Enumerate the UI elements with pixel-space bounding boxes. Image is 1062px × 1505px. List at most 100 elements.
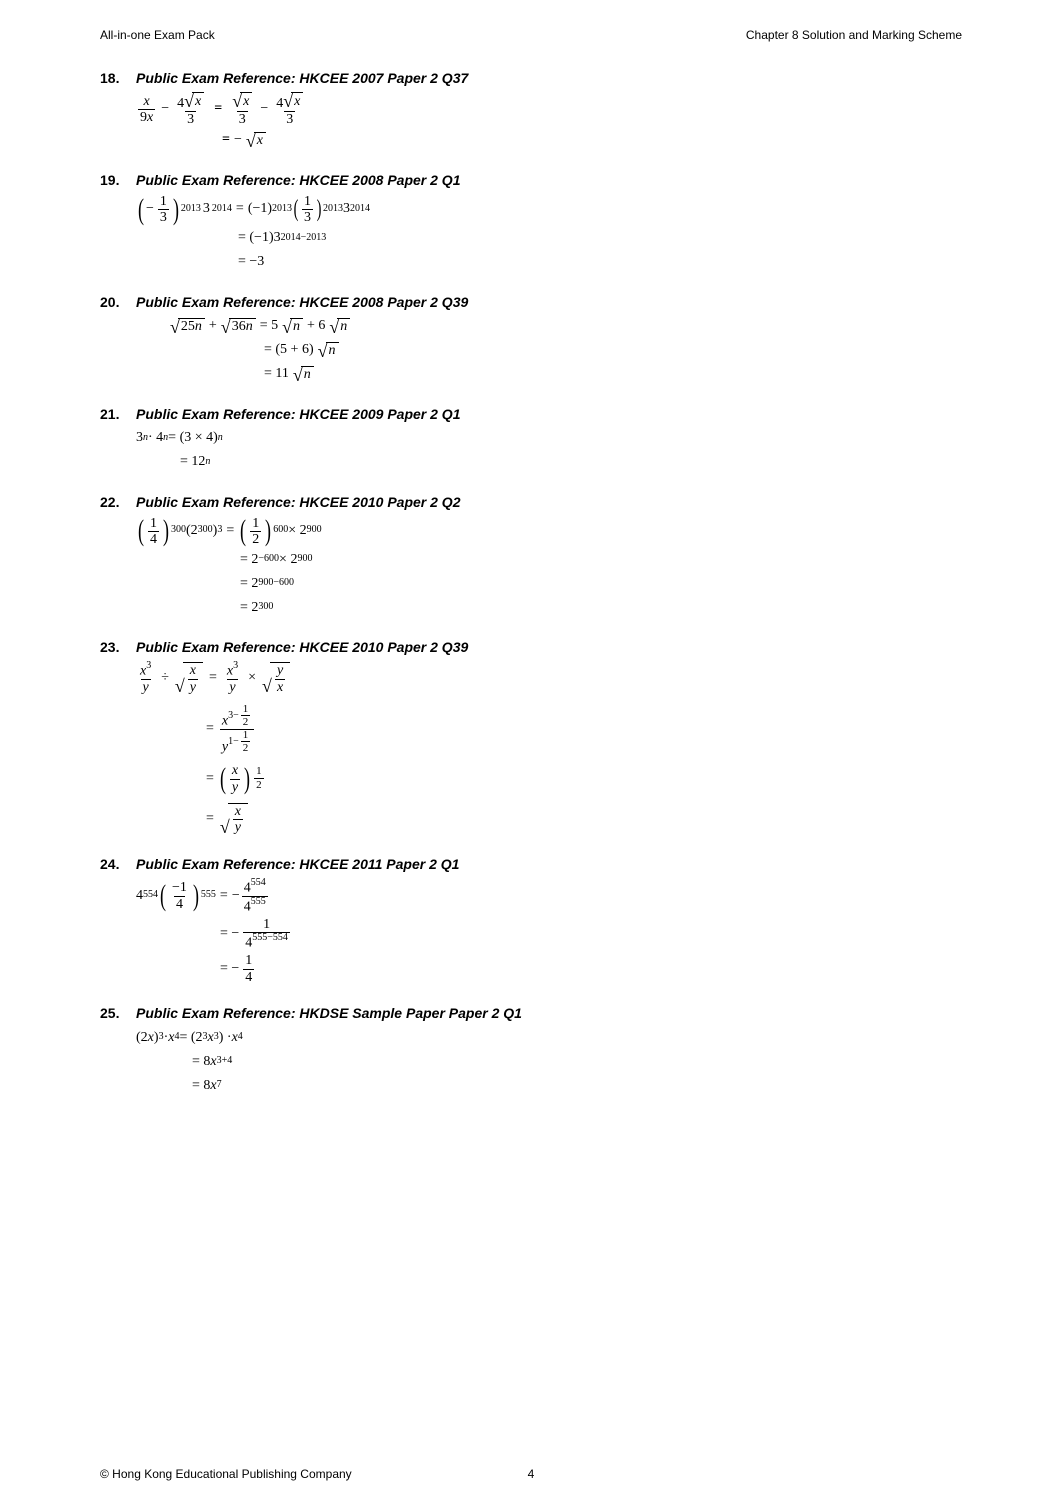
q19-b2d: 3 bbox=[302, 209, 313, 225]
q25-l2: = 8 bbox=[192, 1054, 210, 1071]
question-24: 24. Public Exam Reference: HKCEE 2011 Pa… bbox=[100, 856, 962, 985]
q23-h3: 1 bbox=[241, 729, 251, 741]
q20-l2: = (5 + 6) bbox=[264, 342, 314, 359]
footer-page-number: 4 bbox=[528, 1467, 535, 1481]
q19-3a: 3 bbox=[203, 201, 210, 218]
q22-b2n: 1 bbox=[250, 516, 261, 531]
q24-l3eq: = − bbox=[220, 961, 239, 978]
q19-e3: 2013 bbox=[323, 203, 343, 215]
q18-sqrt4: x bbox=[257, 133, 263, 150]
q18-eq2: = bbox=[222, 132, 230, 149]
q22-b1d: 4 bbox=[148, 531, 159, 547]
question-22: 22. Public Exam Reference: HKCEE 2010 Pa… bbox=[100, 494, 962, 620]
q21-reference: Public Exam Reference: HKCEE 2009 Paper … bbox=[136, 406, 460, 422]
q25-e3: 3 bbox=[214, 1031, 219, 1043]
q24-l2eq: = − bbox=[220, 926, 239, 943]
q19-l2e: 2014−2013 bbox=[281, 232, 327, 244]
q24-4: 4 bbox=[136, 888, 143, 905]
question-21: 21. Public Exam Reference: HKCEE 2009 Pa… bbox=[100, 406, 962, 474]
q22-times: × 2 bbox=[288, 523, 306, 540]
q19-b2n: 1 bbox=[302, 194, 313, 209]
q23-eq3: = bbox=[206, 771, 214, 788]
q24-e2: 555 bbox=[201, 889, 216, 901]
q23-l4d: y bbox=[235, 820, 241, 835]
q22-mid2e: 3 bbox=[217, 524, 222, 536]
q22-l2: = 2 bbox=[240, 552, 258, 569]
q25-e2: 3 bbox=[203, 1031, 208, 1043]
header-right: Chapter 8 Solution and Marking Scheme bbox=[746, 28, 962, 42]
q24-rne: 554 bbox=[251, 877, 266, 888]
q25-reference: Public Exam Reference: HKDSE Sample Pape… bbox=[136, 1005, 522, 1021]
q18-eq1: = bbox=[214, 101, 222, 118]
q24-e1: 554 bbox=[143, 889, 158, 901]
q23-l3e2: 2 bbox=[254, 778, 264, 791]
page: All-in-one Exam Pack Chapter 8 Solution … bbox=[0, 0, 1062, 1505]
q22-l2a: −600 bbox=[258, 553, 279, 565]
q19-b1n: 1 bbox=[158, 194, 169, 209]
q18-frac1-den: x bbox=[147, 110, 153, 125]
q25-l3e: 7 bbox=[217, 1079, 222, 1091]
q21-n1: n bbox=[143, 432, 148, 444]
q18-frac3-den: 3 bbox=[237, 111, 248, 127]
q23-number: 23. bbox=[100, 639, 136, 655]
q23-eq2: = bbox=[206, 721, 214, 738]
q20-plus1: + bbox=[209, 318, 217, 335]
q21-equation: 3n · 4n = (3 × 4)n = 12n bbox=[136, 428, 962, 474]
q20-equation: √25n + √36n = 5 √n + 6 √n = (5 + 6)√n = … bbox=[170, 316, 962, 386]
q22-mid: (2 bbox=[186, 523, 198, 540]
q25-be: 3 bbox=[159, 1031, 164, 1043]
q23-l4n: x bbox=[235, 804, 241, 819]
q20-n2: n bbox=[340, 319, 347, 336]
q18-frac2-den: 3 bbox=[185, 111, 196, 127]
q24-neg: − bbox=[232, 888, 240, 905]
page-header: All-in-one Exam Pack Chapter 8 Solution … bbox=[100, 28, 962, 42]
q21-n4: n bbox=[205, 456, 210, 468]
q23-dd: x bbox=[277, 680, 283, 695]
q23-cd: y bbox=[229, 680, 235, 695]
q19-m1e: 2013 bbox=[272, 203, 292, 215]
q22-b2d: 2 bbox=[250, 531, 261, 547]
q23-l3e1: 1 bbox=[254, 765, 264, 777]
q22-l4: = 2 bbox=[240, 600, 258, 617]
question-25: 25. Public Exam Reference: HKDSE Sample … bbox=[100, 1005, 962, 1097]
q19-m1: (−1) bbox=[248, 201, 272, 218]
q24-bd: 4 bbox=[174, 896, 185, 912]
q24-rd: 4 bbox=[244, 899, 251, 914]
q23-dn: y bbox=[277, 663, 283, 678]
q22-e3: 900 bbox=[307, 524, 322, 536]
q19-neg1: − bbox=[146, 201, 154, 218]
q20-number: 20. bbox=[100, 294, 136, 310]
question-18: 18. Public Exam Reference: HKCEE 2007 Pa… bbox=[100, 70, 962, 152]
q23-l3d: y bbox=[232, 780, 238, 795]
q18-sqrt1: x bbox=[195, 94, 201, 109]
q22-equation: (14) 300 (2300)3 = (12) 600 × 2900 = 2−6… bbox=[136, 516, 962, 620]
q21-n3: n bbox=[218, 432, 223, 444]
q22-b1n: 1 bbox=[148, 516, 159, 531]
q24-number: 24. bbox=[100, 856, 136, 872]
q19-e1: 2013 bbox=[181, 203, 201, 215]
q20-n1: n bbox=[293, 319, 300, 336]
q23-bn: x bbox=[190, 663, 196, 678]
question-20: 20. Public Exam Reference: HKCEE 2008 Pa… bbox=[100, 294, 962, 386]
q25-eq: = (2 bbox=[179, 1030, 202, 1047]
q21-dot: · 4 bbox=[148, 430, 163, 447]
q22-l2c: 900 bbox=[297, 553, 312, 565]
q18-equation: x9x − 4√x3 = √x3 − 4√x3 = − √x bbox=[136, 92, 962, 152]
q20-l3: = 11 bbox=[264, 366, 289, 383]
q19-e4: 2014 bbox=[350, 203, 370, 215]
q23-x: × bbox=[248, 670, 256, 687]
q23-l2nm: − bbox=[233, 710, 239, 721]
q21-number: 21. bbox=[100, 406, 136, 422]
q23-ane: 3 bbox=[146, 660, 151, 671]
q18-frac1-num: x bbox=[144, 94, 150, 109]
q24-rn: 4 bbox=[244, 880, 251, 895]
q23-l3n: x bbox=[232, 763, 238, 778]
q24-l2de: 555−554 bbox=[252, 932, 288, 943]
q24-l3d: 4 bbox=[243, 969, 254, 985]
q19-3b: 3 bbox=[343, 201, 350, 218]
q22-l4a: 300 bbox=[258, 601, 273, 613]
q20-n3: n bbox=[329, 343, 336, 360]
q18-minus1: − bbox=[161, 101, 169, 118]
q19-l3: = −3 bbox=[238, 254, 264, 271]
q22-l3a: 900−600 bbox=[258, 577, 294, 589]
